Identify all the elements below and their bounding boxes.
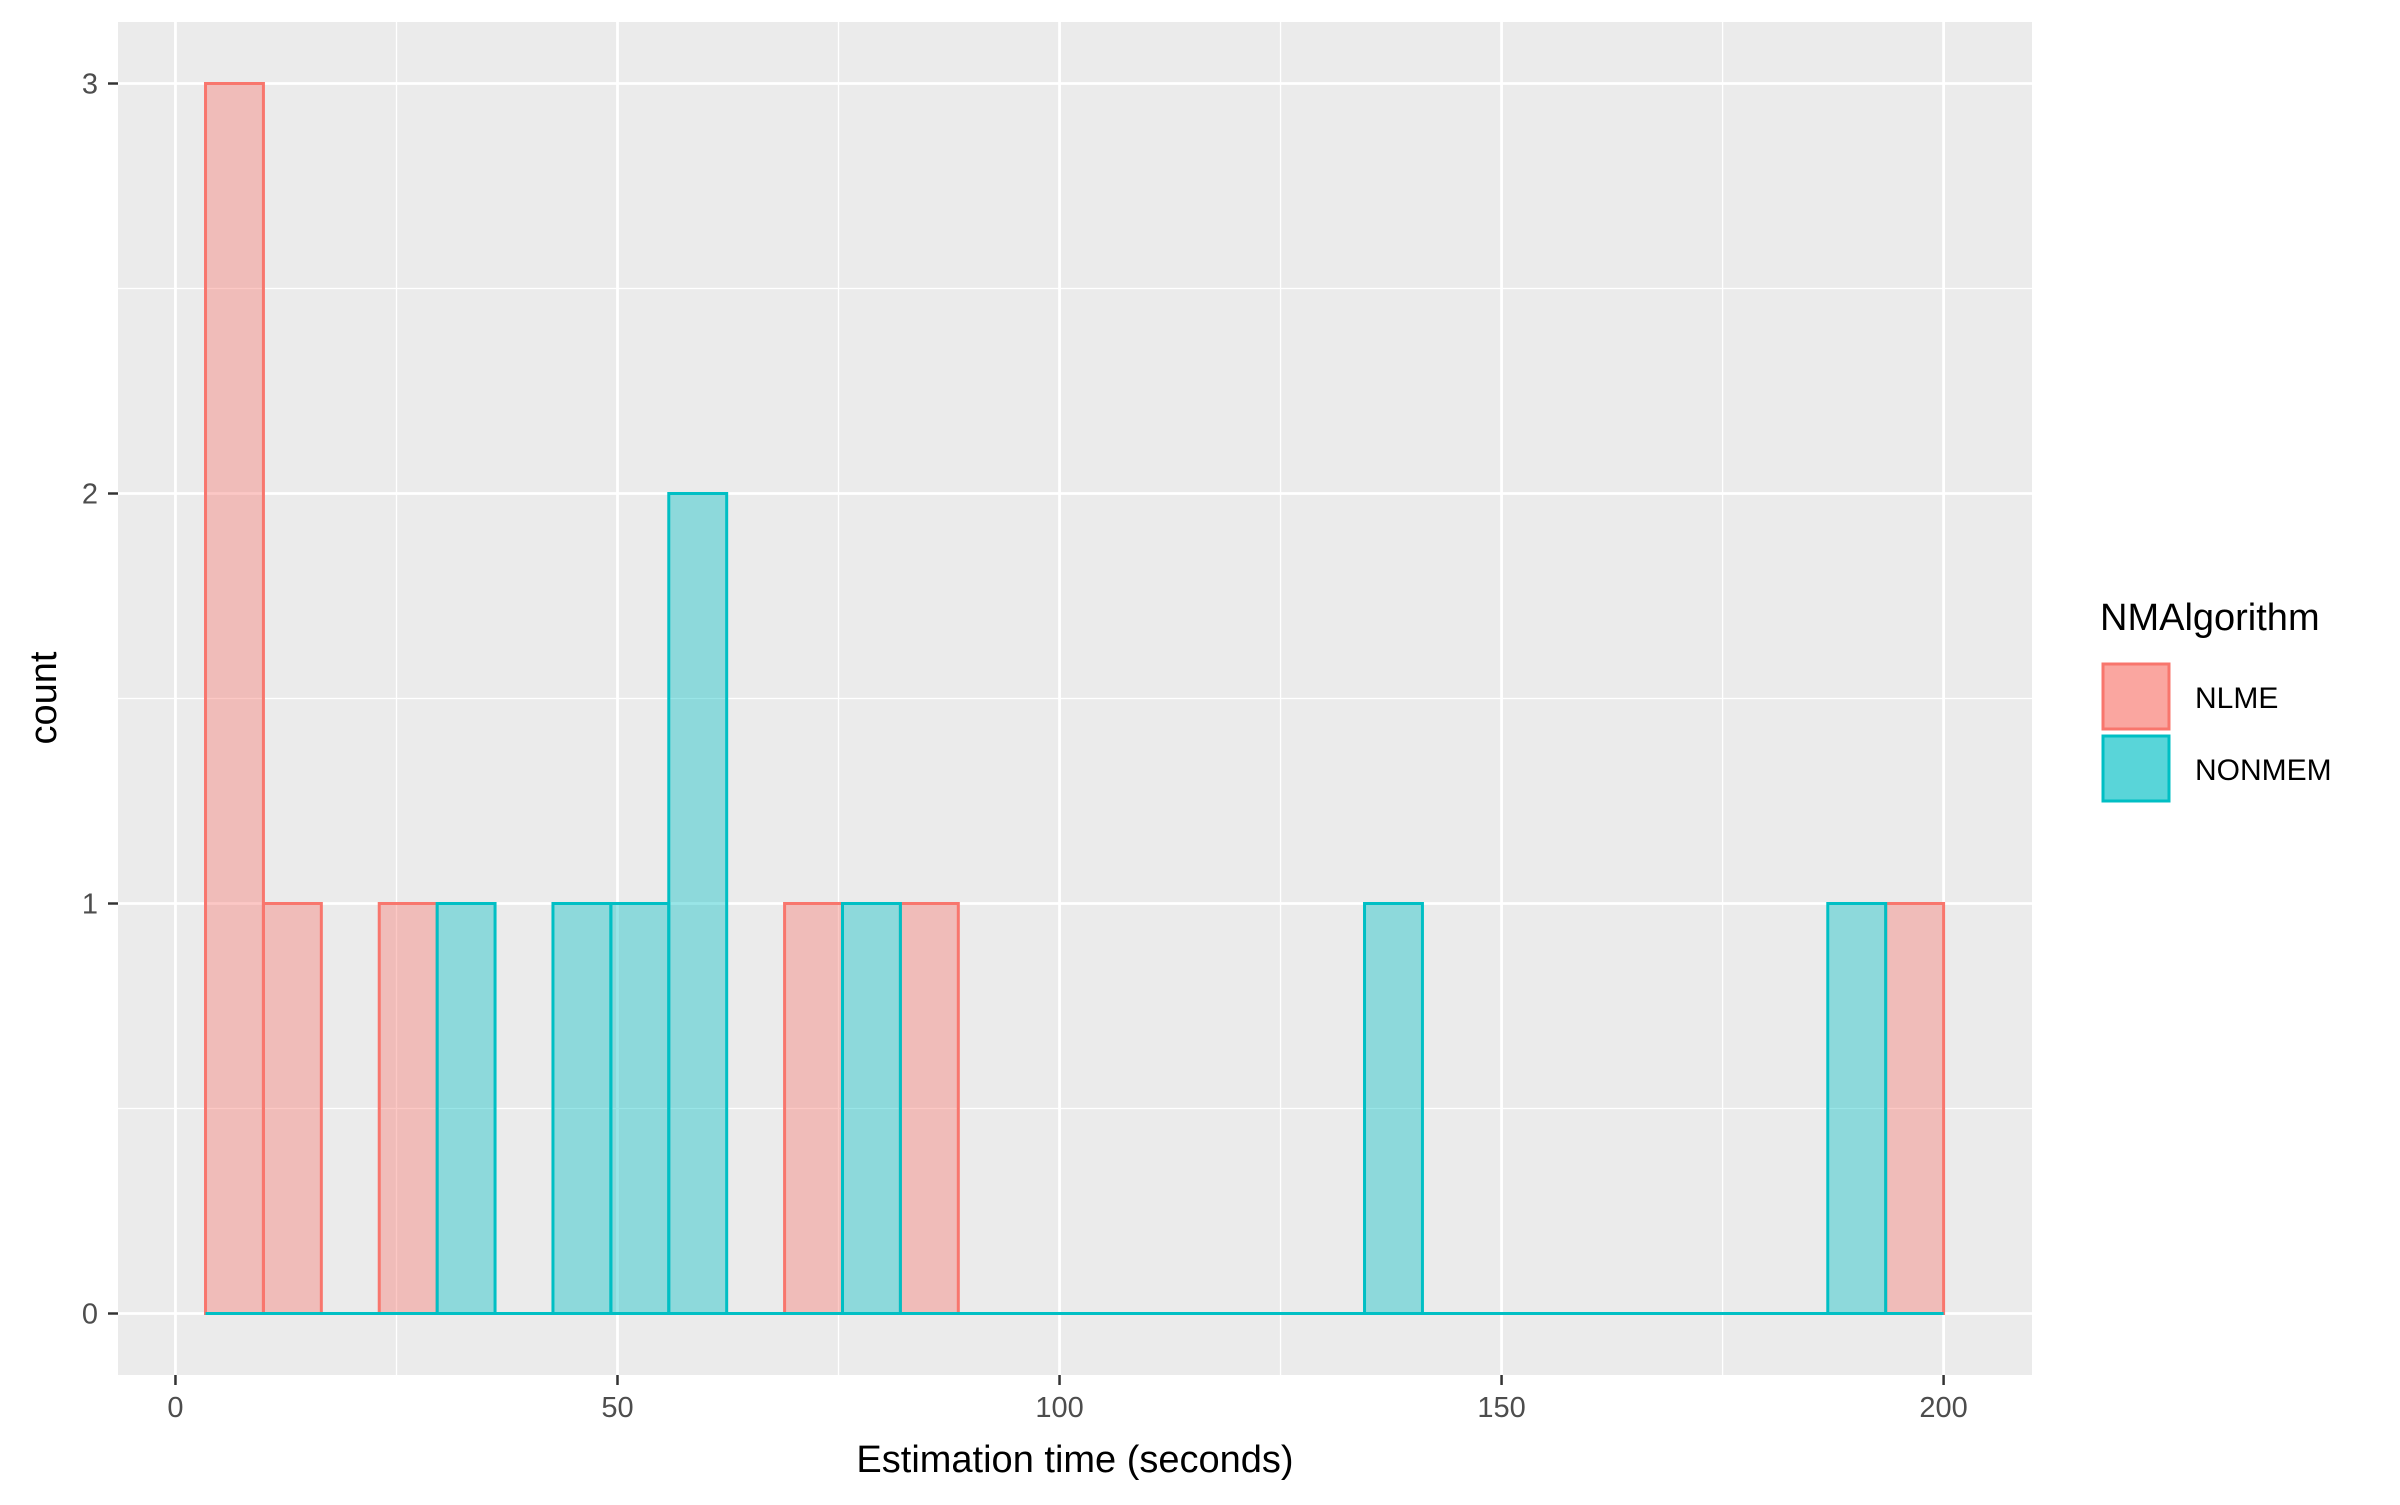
y-tick-label: 1 [82,889,98,921]
legend-title: NMAlgorithm [2100,597,2320,639]
bar-nlme [898,902,960,1315]
x-tick-label: 100 [1035,1392,1083,1424]
x-tick-label: 200 [1919,1392,1967,1424]
legend: NMAlgorithm NLME NONMEM [2100,597,2332,803]
x-tick-label: 50 [601,1392,633,1424]
bar-nlme [783,902,844,1315]
bar-nonmem [1826,902,1888,1315]
y-tick-label: 0 [82,1299,98,1331]
y-tick-label: 3 [82,69,98,101]
bar-nlme [1884,902,1946,1315]
bar-nonmem [840,902,902,1315]
axes: 0 50 100 150 200 0 1 2 3 [82,69,1968,1425]
grid-lines [118,22,2032,1375]
legend-key-nonmem [2101,734,2171,803]
x-tick-label: 0 [167,1392,183,1424]
y-tick-label: 2 [82,479,98,511]
bar-nonmem [435,902,497,1315]
bar-nlme [204,82,265,1315]
legend-key-nlme [2101,662,2171,731]
x-tick-label: 150 [1477,1392,1525,1424]
bar-nlme [261,902,323,1315]
legend-label-nlme: NLME [2195,682,2278,715]
x-axis-title: Estimation time (seconds) [856,1439,1293,1481]
bar-nonmem [667,492,729,1315]
histogram-bars [204,82,1946,1315]
bar-nonmem [551,902,613,1315]
bar-nlme [377,902,439,1315]
bar-nonmem [609,902,671,1315]
legend-label-nonmem: NONMEM [2195,754,2332,787]
y-axis-title: count [23,651,65,744]
bar-nonmem [1363,902,1424,1315]
